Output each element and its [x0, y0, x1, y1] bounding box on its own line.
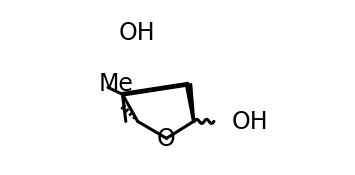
Text: OH: OH	[232, 110, 268, 134]
Polygon shape	[122, 82, 189, 96]
Text: Me: Me	[99, 72, 133, 96]
Text: OH: OH	[119, 21, 155, 45]
Polygon shape	[186, 84, 195, 121]
Text: O: O	[157, 127, 176, 151]
